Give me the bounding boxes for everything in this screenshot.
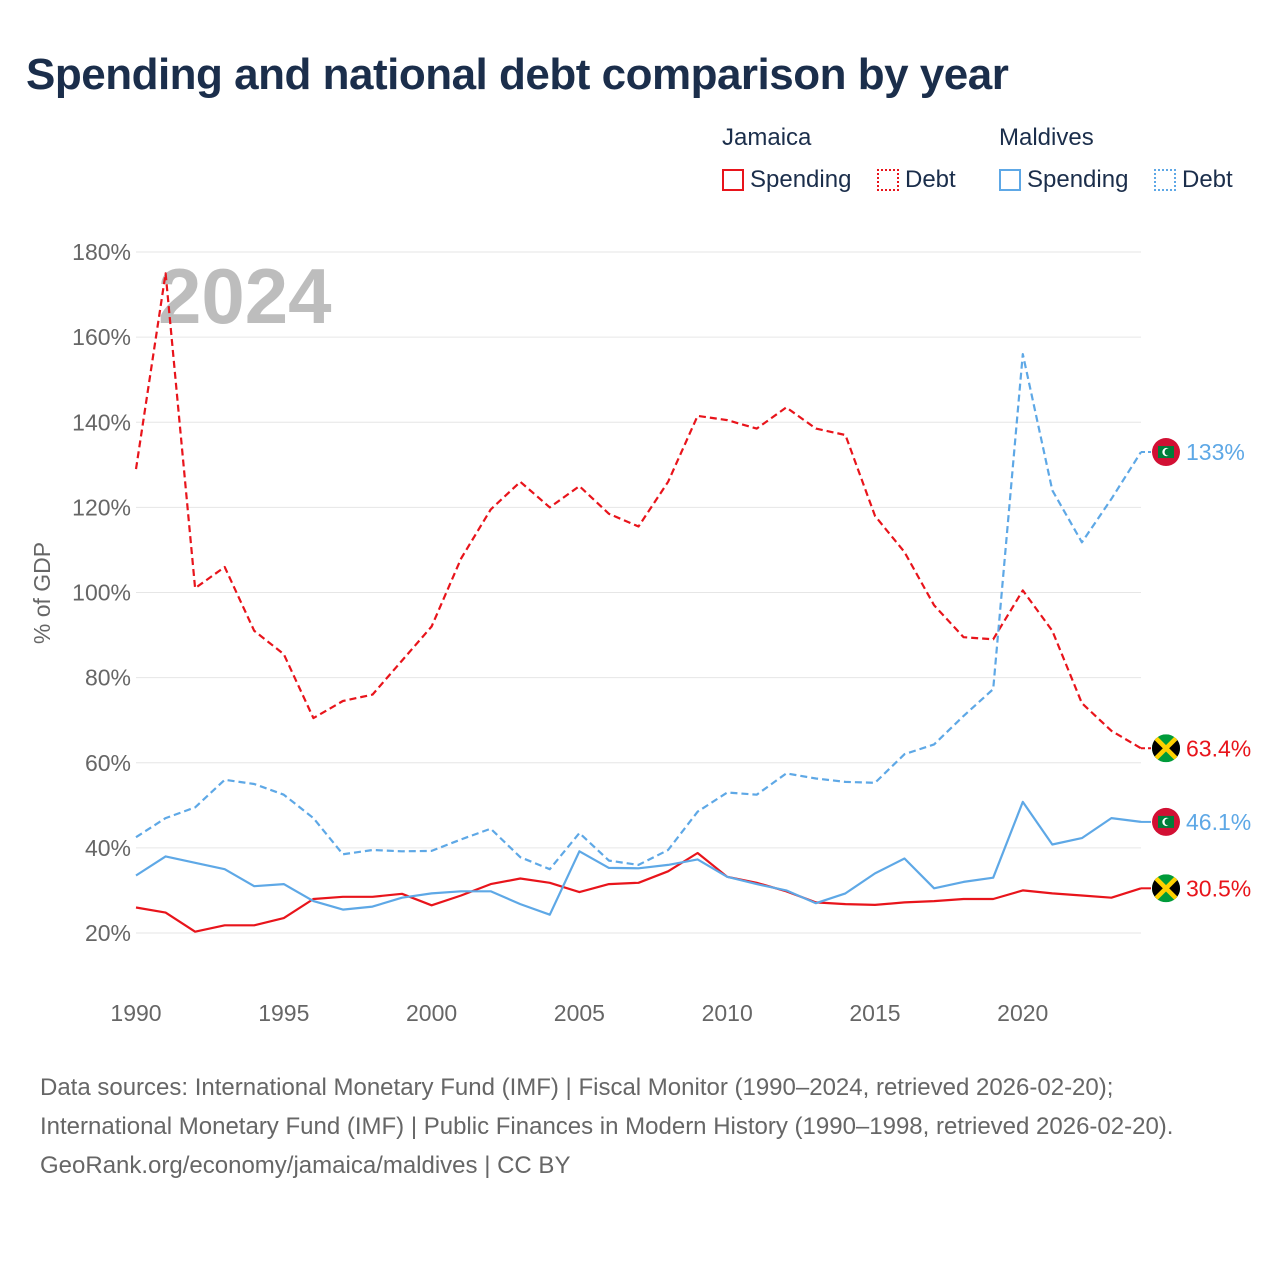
series-line-jamaica-spending bbox=[135, 851, 1142, 933]
x-tick-label: 2010 bbox=[702, 1000, 753, 1026]
legend-swatch-dotted-icon bbox=[877, 169, 899, 191]
legend-label: Spending bbox=[750, 166, 852, 193]
end-markers: 63.4% 30.5% 133% 46.1% bbox=[1141, 438, 1251, 903]
y-tick-label: 180% bbox=[72, 239, 131, 265]
y-tick-label: 40% bbox=[85, 835, 131, 861]
y-tick-label: 160% bbox=[72, 324, 131, 350]
x-tick-label: 2005 bbox=[554, 1000, 605, 1026]
x-tick-label: 1990 bbox=[110, 1000, 161, 1026]
flag-black-triangle bbox=[1152, 874, 1166, 903]
series-lines bbox=[134, 272, 1142, 933]
legend-maldives-debt[interactable]: Debt bbox=[1154, 166, 1233, 194]
end-marker-maldives-debt: 133% bbox=[1141, 438, 1245, 467]
y-tick-label: 60% bbox=[85, 750, 131, 776]
legend-label: Debt bbox=[905, 166, 956, 193]
year-watermark: 2024 bbox=[158, 252, 332, 340]
data-sources: Data sources: International Monetary Fun… bbox=[40, 1074, 1174, 1140]
x-tick-label: 2015 bbox=[849, 1000, 900, 1026]
x-tick-label: 2000 bbox=[406, 1000, 457, 1026]
legend-swatch-dotted-icon bbox=[1154, 169, 1176, 191]
chart-area: 20%40%60%80%100%120%140%160%180% 1990 199… bbox=[29, 239, 1251, 1026]
source-credit: GeoRank.org/economy/jamaica/maldives | C… bbox=[40, 1152, 571, 1179]
x-tick-label: 1995 bbox=[258, 1000, 309, 1026]
y-tick-label: 80% bbox=[85, 665, 131, 691]
end-value-label: 133% bbox=[1186, 439, 1245, 465]
series-line-jamaica-debt bbox=[134, 272, 1142, 750]
y-tick-label: 120% bbox=[72, 494, 131, 520]
chart-title: Spending and national debt comparison by… bbox=[26, 50, 1009, 99]
legend-swatch-solid-icon bbox=[722, 169, 744, 191]
end-marker-maldives-spending: 46.1% bbox=[1141, 807, 1251, 836]
end-marker-jamaica-debt: 63.4% bbox=[1141, 734, 1251, 763]
y-tick-label: 20% bbox=[85, 920, 131, 946]
gridlines bbox=[136, 251, 1141, 934]
flag-crescent-cut bbox=[1164, 448, 1173, 456]
flag-black-triangle bbox=[1166, 734, 1180, 763]
flag-gold-saltire bbox=[1152, 874, 1180, 903]
y-axis-label: % of GDP bbox=[29, 542, 55, 644]
end-marker-jamaica-spending: 30.5% bbox=[1141, 874, 1251, 903]
flag-black-triangle bbox=[1152, 734, 1166, 763]
series-line-maldives-debt bbox=[135, 353, 1142, 871]
legend-label: Spending bbox=[1027, 166, 1129, 193]
end-value-label: 30.5% bbox=[1186, 875, 1251, 901]
legend-label: Debt bbox=[1182, 166, 1233, 193]
series-line-maldives-spending bbox=[135, 800, 1142, 916]
legend-group-jamaica: Jamaica bbox=[722, 124, 812, 151]
legend-maldives-spending[interactable]: Spending bbox=[999, 166, 1128, 194]
legend-jamaica-spending[interactable]: Spending bbox=[722, 166, 851, 194]
x-axis-ticks: 1990 1995 2000 2005 2010 2015 2020 bbox=[110, 1000, 1048, 1026]
y-axis-ticks: 20% 40% 60% 80% 100% 120% 140% 160% 180% bbox=[72, 239, 131, 946]
legend-group-maldives: Maldives bbox=[999, 124, 1094, 151]
flag-black-triangle bbox=[1166, 874, 1180, 903]
flag-gold-saltire bbox=[1152, 734, 1180, 763]
end-value-label: 46.1% bbox=[1186, 809, 1251, 835]
x-tick-label: 2020 bbox=[997, 1000, 1048, 1026]
y-tick-label: 100% bbox=[72, 580, 131, 606]
y-tick-label: 140% bbox=[72, 409, 131, 435]
end-value-label: 63.4% bbox=[1186, 735, 1251, 761]
flag-crescent-cut bbox=[1164, 818, 1173, 826]
legend-jamaica-debt[interactable]: Debt bbox=[877, 166, 956, 194]
legend-swatch-solid-icon bbox=[999, 169, 1021, 191]
footer: Data sources: International Monetary Fun… bbox=[40, 1068, 1240, 1185]
